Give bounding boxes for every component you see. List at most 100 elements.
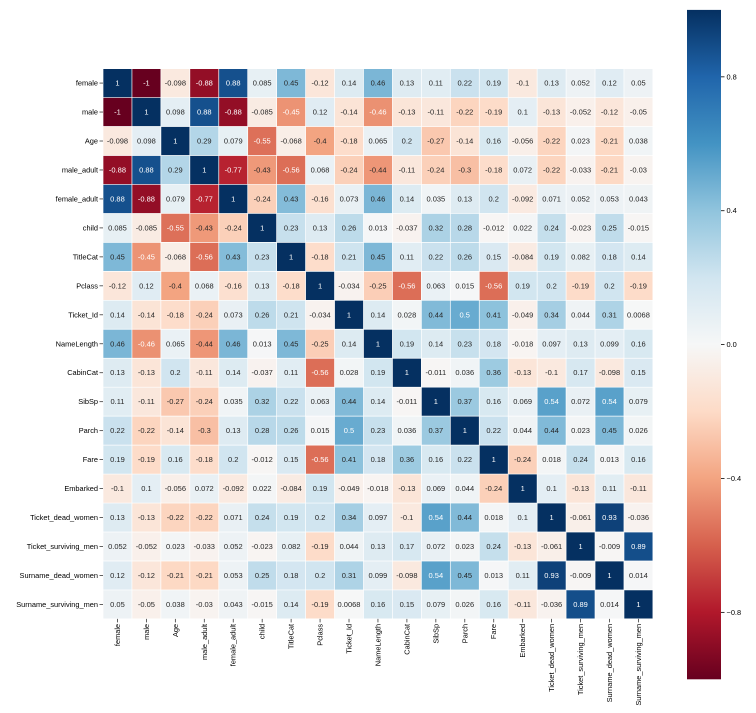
svg-text:-0.77: -0.77 [225,165,242,174]
svg-text:0.1: 0.1 [517,513,527,522]
svg-text:0.19: 0.19 [400,339,415,348]
svg-text:0.17: 0.17 [573,368,588,377]
svg-text:0.43: 0.43 [284,194,299,203]
svg-text:-0.037: -0.037 [252,368,273,377]
svg-text:0.45: 0.45 [371,252,386,261]
svg-text:-0.015: -0.015 [628,223,649,232]
svg-text:0.12: 0.12 [602,79,617,88]
svg-text:0.085: 0.085 [253,79,272,88]
svg-text:0.19: 0.19 [313,484,328,493]
svg-text:0.05: 0.05 [631,79,646,88]
svg-text:0.21: 0.21 [342,252,357,261]
svg-text:0.13: 0.13 [544,79,559,88]
svg-text:-0.13: -0.13 [514,542,531,551]
svg-text:NameLength: NameLength [373,624,382,666]
svg-text:-0.27: -0.27 [167,397,184,406]
svg-text:0.93: 0.93 [602,513,617,522]
svg-text:0.34: 0.34 [544,310,559,319]
svg-text:Age: Age [171,624,180,637]
svg-text:-0.55: -0.55 [167,223,184,232]
svg-text:-0.036: -0.036 [628,513,649,522]
svg-text:0.22: 0.22 [457,79,472,88]
svg-text:0.028: 0.028 [340,368,359,377]
svg-text:1: 1 [405,368,409,377]
svg-text:0.23: 0.23 [284,223,299,232]
svg-text:-0.13: -0.13 [572,484,589,493]
svg-text:-0.56: -0.56 [283,165,300,174]
svg-text:-0.21: -0.21 [601,137,618,146]
svg-text:-0.4: -0.4 [169,281,182,290]
svg-text:0.2: 0.2 [546,281,556,290]
svg-text:-0.084: -0.084 [280,484,301,493]
svg-text:-0.13: -0.13 [514,368,531,377]
svg-text:0.17: 0.17 [400,542,415,551]
svg-text:female: female [76,79,98,88]
svg-text:TitleCat: TitleCat [287,624,296,649]
svg-text:0.26: 0.26 [342,223,357,232]
svg-text:1: 1 [636,600,640,609]
svg-text:-0.098: -0.098 [599,368,620,377]
svg-text:0.14: 0.14 [284,600,299,609]
svg-text:0.2: 0.2 [315,513,325,522]
svg-text:-0.14: -0.14 [340,108,357,117]
svg-text:1: 1 [173,137,177,146]
svg-text:0.044: 0.044 [340,542,359,551]
svg-text:0.013: 0.013 [484,571,503,580]
svg-text:-0.061: -0.061 [541,542,562,551]
svg-text:0.015: 0.015 [455,281,474,290]
svg-text:0.035: 0.035 [426,194,445,203]
svg-text:-0.11: -0.11 [138,397,155,406]
svg-text:-0.14: -0.14 [456,137,473,146]
svg-text:-0.25: -0.25 [312,339,329,348]
svg-text:0.36: 0.36 [486,368,501,377]
svg-text:Embarked: Embarked [518,624,527,658]
svg-text:-0.12: -0.12 [109,281,126,290]
svg-text:-0.24: -0.24 [196,397,213,406]
svg-text:0.053: 0.053 [600,194,619,203]
svg-text:Parch: Parch [79,426,98,435]
svg-text:0.052: 0.052 [571,194,590,203]
svg-text:-0.16: -0.16 [225,281,242,290]
svg-text:male_adult: male_adult [62,165,98,174]
svg-text:0.098: 0.098 [137,137,156,146]
svg-text:0.25: 0.25 [602,223,617,232]
svg-text:CabinCat: CabinCat [402,624,411,655]
svg-text:-0.21: -0.21 [167,571,184,580]
svg-text:-0.88: -0.88 [109,165,126,174]
svg-text:0.023: 0.023 [166,542,185,551]
svg-text:-0.22: -0.22 [138,426,155,435]
svg-text:Surname_surviving_men: Surname_surviving_men [16,600,98,609]
svg-text:-0.12: -0.12 [601,108,618,117]
svg-text:0.082: 0.082 [282,542,301,551]
svg-text:-0.19: -0.19 [485,108,502,117]
svg-text:0.1: 0.1 [141,484,151,493]
svg-text:0.14: 0.14 [226,368,241,377]
svg-text:-0.012: -0.012 [252,455,273,464]
svg-text:0.036: 0.036 [455,368,474,377]
svg-text:-0.77: -0.77 [196,194,213,203]
svg-text:-0.18: -0.18 [196,455,213,464]
svg-text:0.54: 0.54 [429,513,444,522]
svg-text:-0.18: -0.18 [485,165,502,174]
svg-text:-0.033: -0.033 [194,542,215,551]
svg-text:0.071: 0.071 [542,194,561,203]
svg-text:0.22: 0.22 [486,426,501,435]
svg-text:-0.049: -0.049 [338,484,359,493]
svg-text:1: 1 [463,426,467,435]
svg-text:-0.061: -0.061 [570,513,591,522]
svg-text:0.16: 0.16 [486,137,501,146]
svg-text:0.18: 0.18 [284,571,299,580]
svg-text:0.22: 0.22 [110,426,125,435]
svg-text:Surname_surviving_men: Surname_surviving_men [634,624,643,706]
svg-text:-0.034: -0.034 [338,281,359,290]
svg-text:1: 1 [434,397,438,406]
svg-text:-0.049: -0.049 [512,310,533,319]
svg-text:0.038: 0.038 [166,600,185,609]
svg-text:0.14: 0.14 [342,79,357,88]
svg-text:0.069: 0.069 [513,397,532,406]
svg-text:0.16: 0.16 [429,455,444,464]
svg-text:0.044: 0.044 [513,426,532,435]
svg-text:-0.11: -0.11 [630,484,647,493]
svg-text:0.89: 0.89 [573,600,588,609]
svg-text:0.5: 0.5 [460,310,470,319]
